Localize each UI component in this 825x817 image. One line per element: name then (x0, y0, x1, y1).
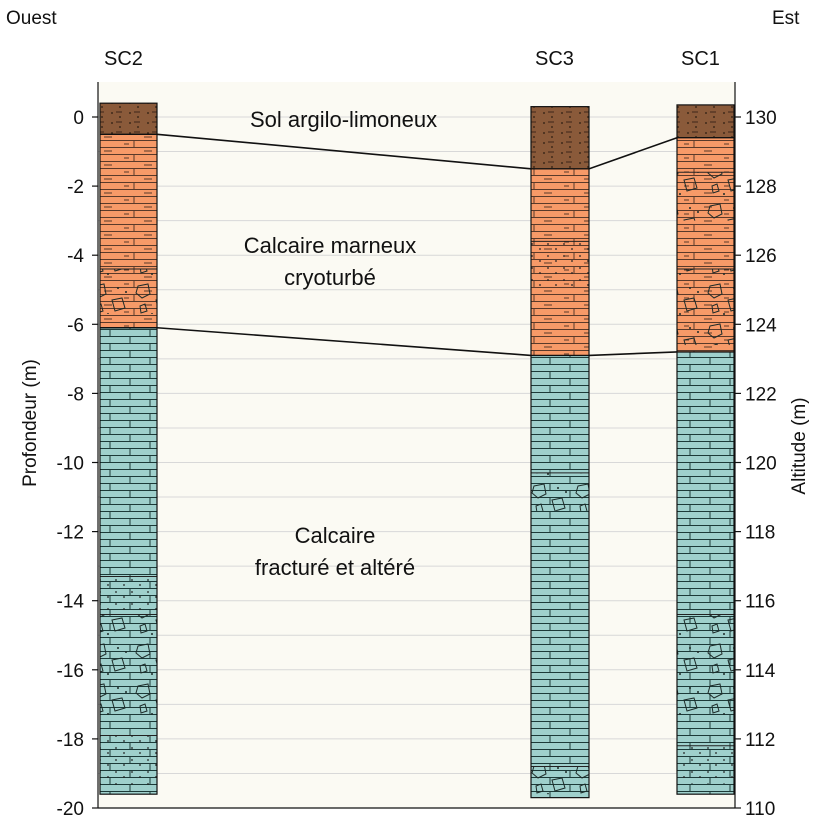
marly-layer-label-line2: cryoturbé (284, 264, 376, 290)
right-tick-label: 124 (745, 315, 777, 336)
right-tick-label: 116 (745, 592, 775, 613)
core-sc1-texture-0 (677, 172, 734, 221)
left-tick-label: -12 (57, 523, 84, 544)
core-sc1-texture-2 (677, 614, 734, 722)
core-label-sc2: SC2 (104, 48, 143, 70)
left-tick-label: -20 (57, 799, 84, 817)
limestone-layer-label-line2: fracturé et altéré (254, 554, 416, 580)
core-sc2-outline (99, 102, 158, 795)
marly-layer-label: Calcaire marneux cryoturbé (210, 230, 450, 294)
left-tick-label: -8 (67, 384, 84, 405)
core-sc1 (676, 104, 735, 795)
limestone-layer-label: Calcaire fracturé et altéré (220, 520, 450, 584)
right-tick-label: 126 (745, 246, 777, 267)
west-label: Ouest (6, 8, 57, 29)
left-tick-label: -2 (67, 177, 84, 198)
core-label-sc3: SC3 (535, 48, 574, 70)
limestone-layer-label-line1: Calcaire (294, 523, 376, 548)
left-tick-label: -14 (57, 592, 85, 613)
right-tick-label: 112 (745, 730, 775, 751)
core-sc2-texture-0 (100, 269, 157, 314)
core-sc2-soil-pattern (100, 103, 157, 135)
right-tick-label: 110 (745, 799, 775, 817)
core-sc2-texture-1 (100, 576, 157, 615)
left-tick-label: -10 (57, 454, 84, 475)
left-tick-label: -18 (57, 730, 84, 751)
core-sc3-texture-0 (531, 241, 589, 290)
right-axis-title: Altitude (m) (789, 397, 810, 495)
core-sc3-texture-2 (531, 766, 589, 795)
core-sc3-outline (530, 106, 590, 799)
core-sc1-texture-3 (677, 745, 734, 784)
east-label: Est (772, 8, 800, 29)
left-axis-title: Profondeur (m) (20, 359, 41, 487)
left-tick-label: -6 (67, 315, 84, 336)
right-tick-label: 118 (745, 523, 775, 544)
core-sc1-texture-1 (677, 269, 734, 346)
core-sc2-limestone-pattern (100, 327, 157, 795)
core-sc3-limestone-pattern (531, 355, 589, 798)
right-tick-label: 120 (745, 454, 777, 475)
core-sc1-limestone-pattern (677, 351, 734, 795)
right-tick-label: 122 (745, 384, 777, 405)
plot-background (98, 82, 735, 808)
core-label-sc1: SC1 (681, 48, 720, 70)
right-tick-label: 128 (745, 177, 777, 198)
core-sc3 (530, 106, 590, 799)
left-tick-label: -16 (57, 661, 84, 682)
core-sc3-soil-pattern (531, 106, 589, 169)
left-tick-label: 0 (73, 108, 84, 129)
right-tick-label: 114 (745, 661, 776, 682)
right-tick-label: 130 (745, 108, 777, 129)
core-sc2 (99, 102, 158, 795)
core-sc2-texture-2 (100, 614, 157, 719)
soil-layer-label: Sol argilo-limoneux (250, 107, 438, 132)
core-sc1-outline (676, 104, 735, 795)
marly-layer-label-line1: Calcaire marneux (243, 233, 417, 258)
core-sc1-soil-pattern (677, 104, 734, 138)
core-sc2-texture-3 (100, 735, 157, 788)
left-tick-label: -4 (67, 246, 84, 267)
core-sc3-texture-1 (531, 472, 589, 511)
